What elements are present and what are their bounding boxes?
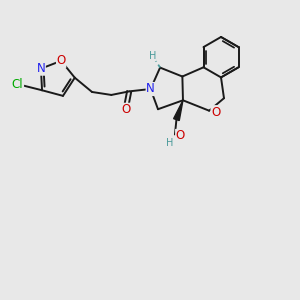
Text: O: O [211,106,220,119]
Text: O: O [176,130,185,142]
Text: O: O [121,103,130,116]
Text: N: N [146,82,155,95]
Text: N: N [37,62,45,75]
Text: Cl: Cl [12,78,23,92]
Text: H: H [166,138,173,148]
Text: H: H [149,51,156,61]
Polygon shape [174,100,183,121]
Text: O: O [56,54,66,68]
